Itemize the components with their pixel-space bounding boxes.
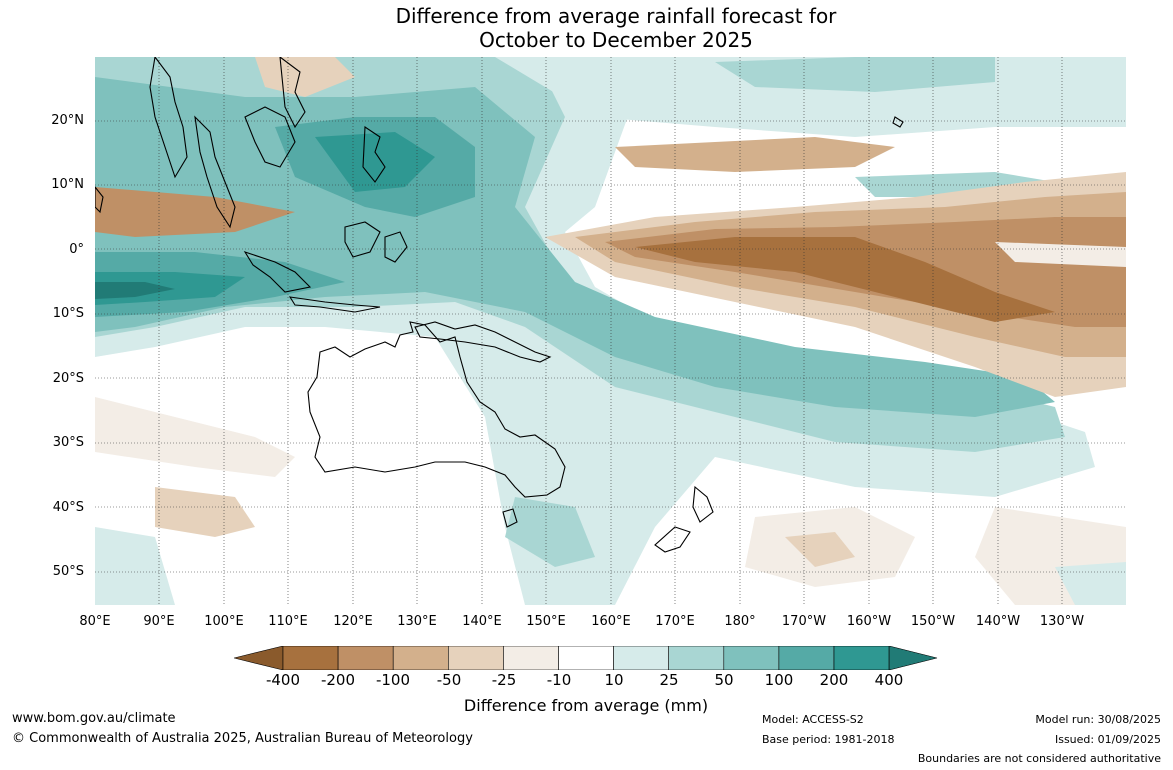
lon-label: 150°E [526,614,566,629]
colorbar-tick: 50 [714,671,734,689]
colorbar-tick: 100 [764,671,794,689]
colorbar-tick: -100 [375,671,411,689]
map-title-line2: October to December 2025 [479,28,753,52]
map-title: Difference from average rainfall forecas… [0,4,1173,52]
colorbar-tick: 10 [604,671,624,689]
colorbar-cell [833,646,890,670]
rainfall-map [95,57,1126,605]
colorbar-cell [723,646,780,670]
colorbar-tick: 200 [819,671,849,689]
colorbar-tick: 25 [659,671,679,689]
footer-model: Model: ACCESS-S2 [762,713,864,726]
lon-label: 140°E [462,614,502,629]
colorbar-extend-high [888,646,938,670]
lon-label: 170°W [781,614,827,629]
lon-label: 90°E [143,614,175,629]
footer-url: www.bom.gov.au/climate [12,711,176,726]
lat-label: 10°N [51,177,84,192]
colorbar-cell [558,646,614,670]
lon-label: 120°E [333,614,373,629]
colorbar-tick: -50 [436,671,462,689]
lon-label: 160°W [846,614,892,629]
colorbar-cell [392,646,449,670]
colorbar-tick: -200 [320,671,356,689]
lat-label: 20°S [52,371,84,386]
colorbar-cell [613,646,670,670]
lon-label: 130°W [1039,614,1085,629]
colorbar-cell [668,646,725,670]
footer-model-run: Model run: 30/08/2025 [1035,713,1161,726]
lon-label: 140°W [975,614,1021,629]
lon-label: 170°E [655,614,695,629]
colorbar-tick: 400 [874,671,904,689]
lon-label: 180° [724,614,756,629]
colorbar-cell [503,646,559,670]
footer-issued: Issued: 01/09/2025 [1054,733,1161,746]
footer-copyright: © Commonwealth of Australia 2025, Austra… [12,731,473,746]
colorbar-cell [448,646,504,670]
colorbar-tick: -10 [546,671,572,689]
lat-label: 20°N [51,113,84,128]
lon-label: 160°E [591,614,631,629]
lon-label: 130°E [397,614,437,629]
colorbar [234,646,938,670]
colorbar-extend-low [234,646,284,670]
coastlines [95,57,904,553]
footer-disclaimer: Boundaries are not considered authoritat… [917,752,1161,765]
lat-label: 30°S [52,435,84,450]
lon-label: 100°E [204,614,244,629]
lat-label: 0° [69,242,84,257]
lon-label: 80°E [79,614,111,629]
lat-label: 50°S [52,564,84,579]
lon-label: 110°E [268,614,308,629]
footer-base-period: Base period: 1981-2018 [762,733,895,746]
colorbar-cell [337,646,394,670]
colorbar-tick: -400 [265,671,301,689]
colorbar-label: Difference from average (mm) [463,696,709,715]
map-title-line1: Difference from average rainfall forecas… [395,4,837,28]
colorbar-tick: -25 [491,671,517,689]
lon-label: 150°W [910,614,956,629]
colorbar-cell [282,646,339,670]
lat-label: 10°S [52,306,84,321]
lat-label: 40°S [52,500,84,515]
colorbar-cell [778,646,835,670]
rainfall-field [95,57,1126,605]
